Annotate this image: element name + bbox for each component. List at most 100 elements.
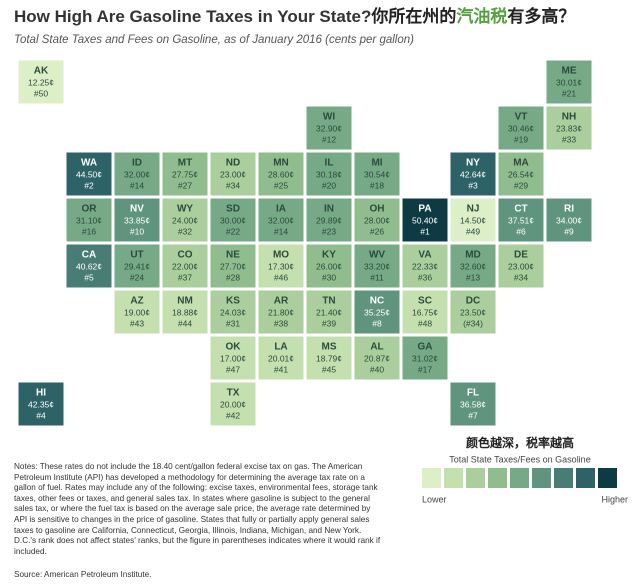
state <box>497 151 545 197</box>
state-value: 30.46¢ <box>508 123 534 133</box>
state-rank: #10 <box>130 226 144 236</box>
state-abbr: DC <box>466 296 480 307</box>
state-rank: #39 <box>322 318 336 328</box>
state-value: 18.79¢ <box>316 353 342 363</box>
state-value: 17.30¢ <box>268 261 294 271</box>
state-rank: #36 <box>418 272 432 282</box>
state <box>113 197 161 243</box>
state-abbr: OK <box>226 342 242 353</box>
state-rank: #25 <box>274 180 288 190</box>
state-abbr: MT <box>178 158 192 169</box>
notes: Notes: These rates do not include the 18… <box>14 462 381 556</box>
legend-title-cn: 颜色越深，税率越高 <box>466 435 574 450</box>
state <box>497 197 545 243</box>
state <box>161 151 209 197</box>
state-rank: #44 <box>178 318 192 328</box>
state-value: 26.54¢ <box>508 169 534 179</box>
state-abbr: NJ <box>467 204 480 215</box>
state <box>257 197 305 243</box>
state <box>449 381 497 427</box>
state-rank: #3 <box>468 180 478 190</box>
state <box>305 243 353 289</box>
state-rank: #1 <box>420 226 430 236</box>
state-rank: #27 <box>178 180 192 190</box>
legend-title: Total State Taxes/Fees on Gasoline <box>449 454 590 464</box>
legend-low: Lower <box>422 494 447 504</box>
state-value: 42.64¢ <box>460 169 486 179</box>
state-value: 32.60¢ <box>460 261 486 271</box>
state-rank: #26 <box>370 226 384 236</box>
state-abbr: IL <box>325 158 334 169</box>
state-value: 30.18¢ <box>316 169 342 179</box>
state-value: 27.70¢ <box>220 261 246 271</box>
state-value: 42.35¢ <box>28 399 54 409</box>
state <box>401 197 449 243</box>
state <box>449 243 497 289</box>
state-rank: #40 <box>370 364 384 374</box>
state <box>353 243 401 289</box>
legend-high: Higher <box>601 494 628 504</box>
legend-swatch <box>532 468 551 488</box>
state <box>401 335 449 381</box>
state-abbr: SC <box>418 296 432 307</box>
state-value: 16.75¢ <box>412 307 438 317</box>
state-abbr: WI <box>323 112 335 123</box>
legend-swatch <box>422 468 441 488</box>
state-abbr: NY <box>466 158 480 169</box>
state-rank: #9 <box>564 226 574 236</box>
state <box>353 335 401 381</box>
state-rank: #13 <box>466 272 480 282</box>
state <box>161 243 209 289</box>
state-value: 26.00¢ <box>316 261 342 271</box>
state-abbr: GA <box>418 342 433 353</box>
state <box>401 243 449 289</box>
state-abbr: AL <box>370 342 383 353</box>
state <box>65 243 113 289</box>
state <box>353 151 401 197</box>
state-abbr: MA <box>513 158 529 169</box>
state-value: 22.00¢ <box>172 261 198 271</box>
state-value: 37.51¢ <box>508 215 534 225</box>
state-rank: #28 <box>226 272 240 282</box>
state-value: 31.02¢ <box>412 353 438 363</box>
state-abbr: MO <box>273 250 289 261</box>
state-rank: #16 <box>82 226 96 236</box>
state-rank: #19 <box>514 134 528 144</box>
state <box>497 243 545 289</box>
state-abbr: VA <box>418 250 431 261</box>
state-abbr: ME <box>562 66 577 77</box>
state <box>305 197 353 243</box>
state-value: 40.62¢ <box>76 261 102 271</box>
state-abbr: MI <box>371 158 382 169</box>
state-rank: #12 <box>322 134 336 144</box>
state-rank: #20 <box>322 180 336 190</box>
state <box>209 151 257 197</box>
state <box>497 105 545 151</box>
state-value: 23.00¢ <box>220 169 246 179</box>
state-abbr: NC <box>370 296 384 307</box>
state-rank: #24 <box>130 272 144 282</box>
state <box>449 151 497 197</box>
state-value: 23.00¢ <box>508 261 534 271</box>
state-value: 29.41¢ <box>124 261 150 271</box>
state-value: 33.85¢ <box>124 215 150 225</box>
state-value: 32.90¢ <box>316 123 342 133</box>
state-value: 14.50¢ <box>460 215 486 225</box>
state-value: 23.50¢ <box>460 307 486 317</box>
legend-swatch <box>444 468 463 488</box>
state-value: 12.25¢ <box>28 77 54 87</box>
legend-swatch <box>598 468 617 488</box>
state <box>113 151 161 197</box>
state-rank: #4 <box>36 410 46 420</box>
state-abbr: SD <box>226 204 240 215</box>
state <box>353 289 401 335</box>
state <box>209 381 257 427</box>
state <box>257 243 305 289</box>
state-value: 23.83¢ <box>556 123 582 133</box>
state-value: 50.40¢ <box>412 215 438 225</box>
state <box>305 289 353 335</box>
state-value: 21.40¢ <box>316 307 342 317</box>
state <box>305 105 353 151</box>
state-abbr: FL <box>467 388 479 399</box>
